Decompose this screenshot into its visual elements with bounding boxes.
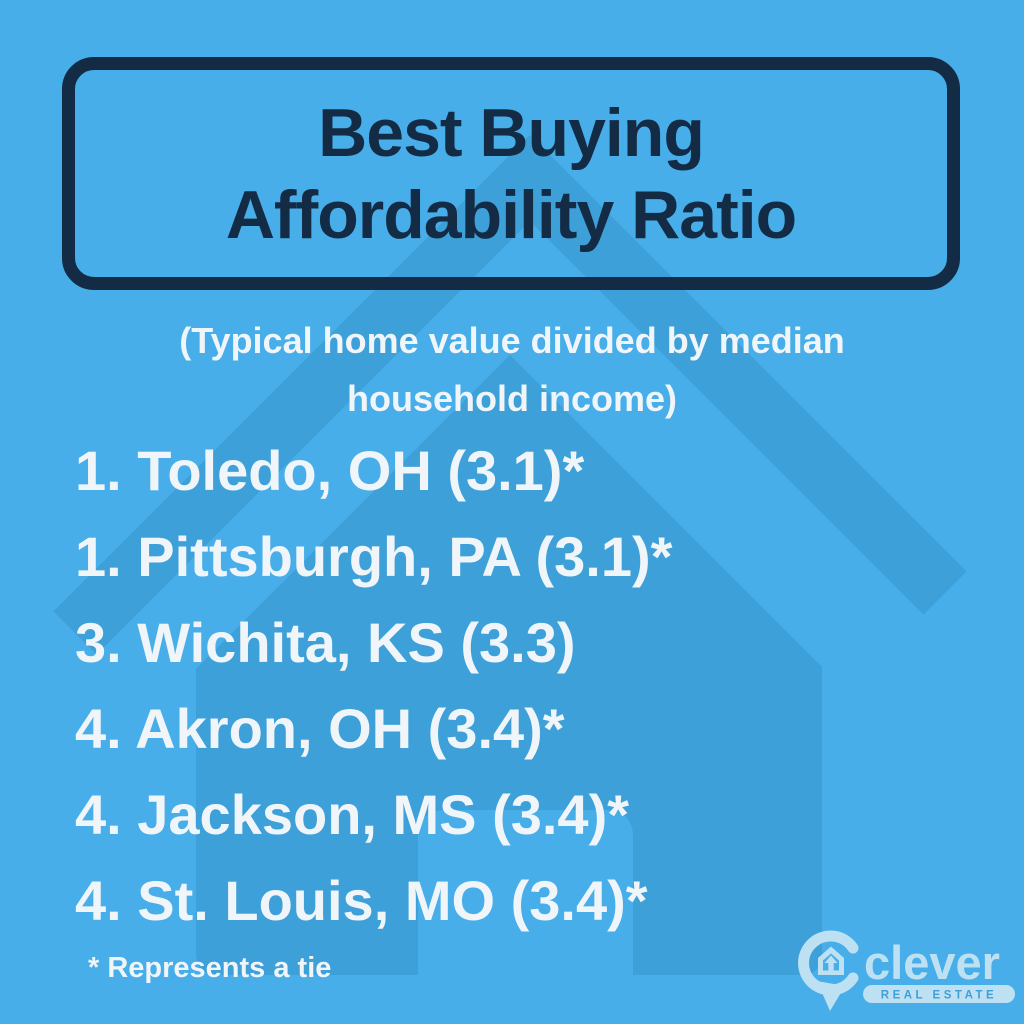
list-item-toledo: 1. Toledo, OH (3.1)* bbox=[75, 439, 585, 502]
list-item-stlouis: 4. St. Louis, MO (3.4)* bbox=[75, 869, 648, 932]
list-item-jackson: 4. Jackson, MS (3.4)* bbox=[75, 783, 630, 846]
page-title-line-2: Affordability Ratio bbox=[225, 176, 797, 253]
brand-tagline: REAL ESTATE bbox=[881, 990, 997, 1002]
subtitle-line-1: (Typical home value divided by median bbox=[179, 320, 845, 361]
subtitle: (Typical home value divided by median ho… bbox=[0, 312, 1024, 428]
arrow-icon bbox=[824, 955, 838, 971]
watermark-house-body bbox=[196, 355, 822, 975]
footnote: * Represents a tie bbox=[88, 952, 332, 984]
clever-logomark-icon bbox=[798, 930, 859, 1011]
brand-name: clever bbox=[864, 936, 1000, 989]
ranking-list: 1. Toledo, OH (3.1)* 1. Pittsburgh, PA (… bbox=[75, 428, 672, 944]
watermark-roof-band bbox=[53, 134, 967, 655]
list-item-akron: 4. Akron, OH (3.4)* bbox=[75, 697, 565, 760]
subtitle-line-2: household income) bbox=[346, 378, 677, 419]
brand-tagline-pill: REAL ESTATE bbox=[863, 985, 1015, 1003]
title-box: Best Buying Affordability Ratio bbox=[62, 57, 960, 290]
page-title-line-1: Best Buying bbox=[318, 94, 705, 171]
list-item-pittsburgh: 1. Pittsburgh, PA (3.1)* bbox=[75, 525, 673, 588]
brand-logo: clever REAL ESTATE bbox=[798, 930, 1015, 1011]
list-item-wichita: 3. Wichita, KS (3.3) bbox=[75, 611, 576, 674]
pin-tail bbox=[817, 981, 845, 1011]
